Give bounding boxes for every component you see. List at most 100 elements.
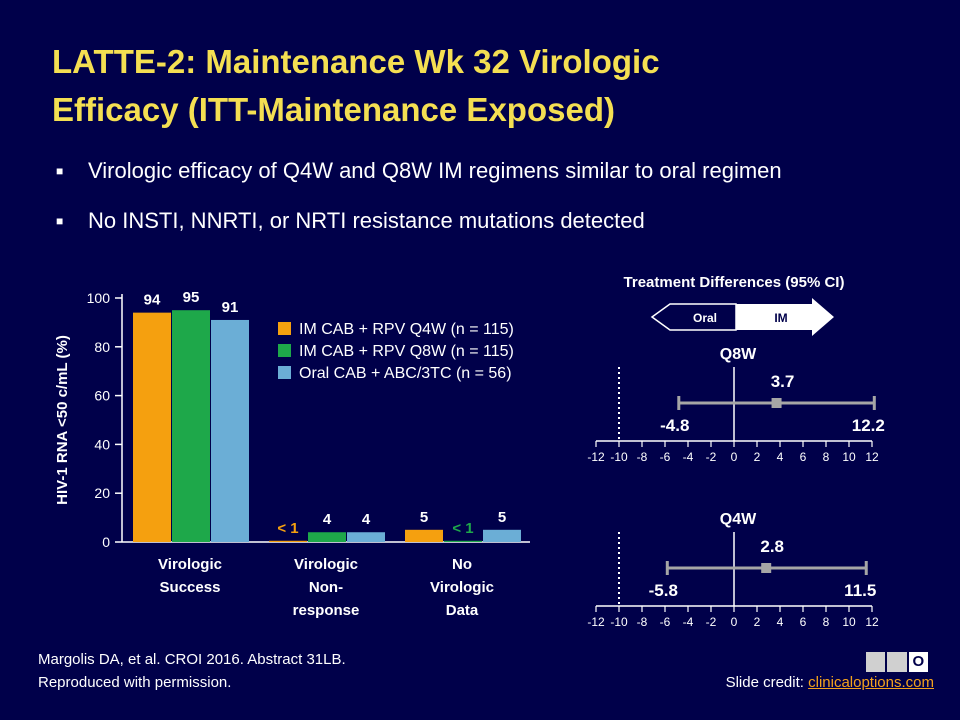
category-label: Data bbox=[446, 602, 479, 619]
bar bbox=[347, 532, 385, 542]
category-label: Virologic bbox=[430, 579, 494, 596]
bar-chart: 0 20 40 60 80 100 HIV-1 RNA <50 c/mL (%) 94 95 91… bbox=[54, 289, 530, 619]
y-tick-label: 20 bbox=[94, 485, 110, 501]
forest-plot: Treatment Differences (95% CI) Oral IM Q8W -… bbox=[587, 274, 885, 629]
x-tick-label: 6 bbox=[800, 615, 807, 629]
x-tick-label: 4 bbox=[777, 615, 784, 629]
bar bbox=[133, 312, 171, 542]
bar-value-label: 4 bbox=[362, 511, 371, 528]
bar bbox=[269, 540, 307, 542]
point-estimate bbox=[761, 563, 772, 573]
bullet-square-icon: ■ bbox=[56, 214, 64, 228]
category-label: Virologic bbox=[158, 556, 222, 573]
forest-panel: Q4W -12 -10 -8 -6 -4 -2 0 2 4 6 8 10 12 2.8 -5.8 11.5 bbox=[587, 511, 879, 629]
right-arrow-shape bbox=[736, 298, 834, 336]
arrow-right-label: IM bbox=[774, 311, 787, 325]
x-tick-label: 10 bbox=[842, 615, 856, 629]
title-line-1: LATTE-2: Maintenance Wk 32 Virologic bbox=[52, 43, 660, 80]
x-tick-label: -12 bbox=[587, 450, 605, 464]
y-tick-label: 40 bbox=[94, 436, 110, 452]
forest-title: Treatment Differences (95% CI) bbox=[624, 274, 845, 291]
category-label: response bbox=[293, 602, 360, 619]
x-tick-label: 2 bbox=[754, 450, 761, 464]
x-tick-label: -8 bbox=[637, 450, 648, 464]
bar-value-label: < 1 bbox=[277, 520, 298, 537]
bar bbox=[444, 540, 482, 542]
bar bbox=[211, 319, 249, 542]
category-label: No bbox=[452, 556, 472, 573]
x-tick-label: -10 bbox=[610, 450, 628, 464]
bar bbox=[405, 529, 443, 542]
x-tick-label: 8 bbox=[823, 450, 830, 464]
title-line-2: Efficacy (ITT-Maintenance Exposed) bbox=[52, 91, 615, 128]
y-tick-label: 100 bbox=[87, 290, 111, 306]
legend-swatch bbox=[278, 366, 291, 379]
bar-value-label: 5 bbox=[420, 509, 428, 526]
bar-value-label: < 1 bbox=[452, 520, 473, 537]
slide-credit: Slide credit: clinicaloptions.com bbox=[726, 674, 934, 691]
x-tick-label: 0 bbox=[731, 615, 738, 629]
x-tick-label: -4 bbox=[683, 450, 694, 464]
citation-line-1: Margolis DA, et al. CROI 2016. Abstract … bbox=[38, 651, 346, 668]
forest-panel: Q8W -12 -10 -8 -6 -4 -2 0 2 4 6 8 10 12 3.7 -4.8 12.2 bbox=[587, 346, 885, 464]
slide-title: LATTE-2: Maintenance Wk 32 Virologic Eff… bbox=[52, 38, 932, 134]
panel-title: Q8W bbox=[720, 346, 757, 363]
x-tick-label: 4 bbox=[777, 450, 784, 464]
upper-ci-label: 11.5 bbox=[844, 581, 876, 600]
category-label: Success bbox=[160, 579, 221, 596]
bullet-text: No INSTI, NNRTI, or NRTI resistance muta… bbox=[88, 208, 645, 233]
logo-letter: O bbox=[908, 652, 928, 672]
bar-value-label: 5 bbox=[498, 509, 506, 526]
x-tick-label: 2 bbox=[754, 615, 761, 629]
logo-letter: C bbox=[887, 652, 907, 672]
bullet-text: Virologic efficacy of Q4W and Q8W IM reg… bbox=[88, 158, 782, 183]
y-tick-label: 80 bbox=[94, 339, 110, 355]
category-label: Non- bbox=[309, 579, 343, 596]
legend-swatch bbox=[278, 322, 291, 335]
x-tick-label: -10 bbox=[610, 615, 628, 629]
estimate-label: 3.7 bbox=[771, 372, 795, 391]
legend-label: IM CAB + RPV Q4W (n = 115) bbox=[299, 321, 514, 338]
upper-ci-label: 12.2 bbox=[852, 416, 885, 435]
x-tick-label: 8 bbox=[823, 615, 830, 629]
legend-label: Oral CAB + ABC/3TC (n = 56) bbox=[299, 365, 512, 382]
credit-link[interactable]: clinicaloptions.com bbox=[808, 674, 934, 691]
cco-logo: C C O bbox=[866, 652, 928, 672]
x-tick-label: -6 bbox=[660, 450, 671, 464]
citation: Margolis DA, et al. CROI 2016. Abstract … bbox=[38, 648, 346, 694]
logo-letter: C bbox=[866, 652, 886, 672]
x-tick-label: -2 bbox=[706, 615, 717, 629]
bar-value-label: 91 bbox=[222, 299, 239, 316]
credit-prefix: Slide credit: bbox=[725, 674, 809, 691]
x-tick-label: 12 bbox=[865, 450, 879, 464]
bar bbox=[308, 532, 346, 542]
lower-ci-label: -4.8 bbox=[660, 416, 689, 435]
x-tick-label: -12 bbox=[587, 615, 605, 629]
x-tick-label: -6 bbox=[660, 615, 671, 629]
arrow-left-label: Oral bbox=[693, 311, 717, 325]
bullet-square-icon: ■ bbox=[56, 164, 64, 178]
citation-line-2: Reproduced with permission. bbox=[38, 674, 232, 691]
bar-value-label: 94 bbox=[144, 292, 161, 309]
y-axis-label: HIV-1 RNA <50 c/mL (%) bbox=[54, 335, 71, 505]
bar-value-label: 95 bbox=[183, 289, 200, 306]
category-label: Virologic bbox=[294, 556, 358, 573]
legend-swatch bbox=[278, 344, 291, 357]
x-tick-label: 0 bbox=[731, 450, 738, 464]
x-tick-label: -8 bbox=[637, 615, 648, 629]
x-tick-label: -2 bbox=[706, 450, 717, 464]
bar-value-label: 4 bbox=[323, 511, 332, 528]
legend-label: IM CAB + RPV Q8W (n = 115) bbox=[299, 343, 514, 360]
x-tick-label: 12 bbox=[865, 615, 879, 629]
estimate-label: 2.8 bbox=[760, 537, 784, 556]
bullet-list: ■ Virologic efficacy of Q4W and Q8W IM r… bbox=[56, 158, 946, 258]
bar bbox=[483, 529, 521, 542]
y-tick-label: 60 bbox=[94, 388, 110, 404]
x-tick-label: 6 bbox=[800, 450, 807, 464]
x-tick-label: 10 bbox=[842, 450, 856, 464]
panel-title: Q4W bbox=[720, 511, 757, 528]
point-estimate bbox=[771, 398, 782, 408]
lower-ci-label: -5.8 bbox=[649, 581, 678, 600]
y-tick-label: 0 bbox=[102, 534, 110, 550]
x-tick-label: -4 bbox=[683, 615, 694, 629]
